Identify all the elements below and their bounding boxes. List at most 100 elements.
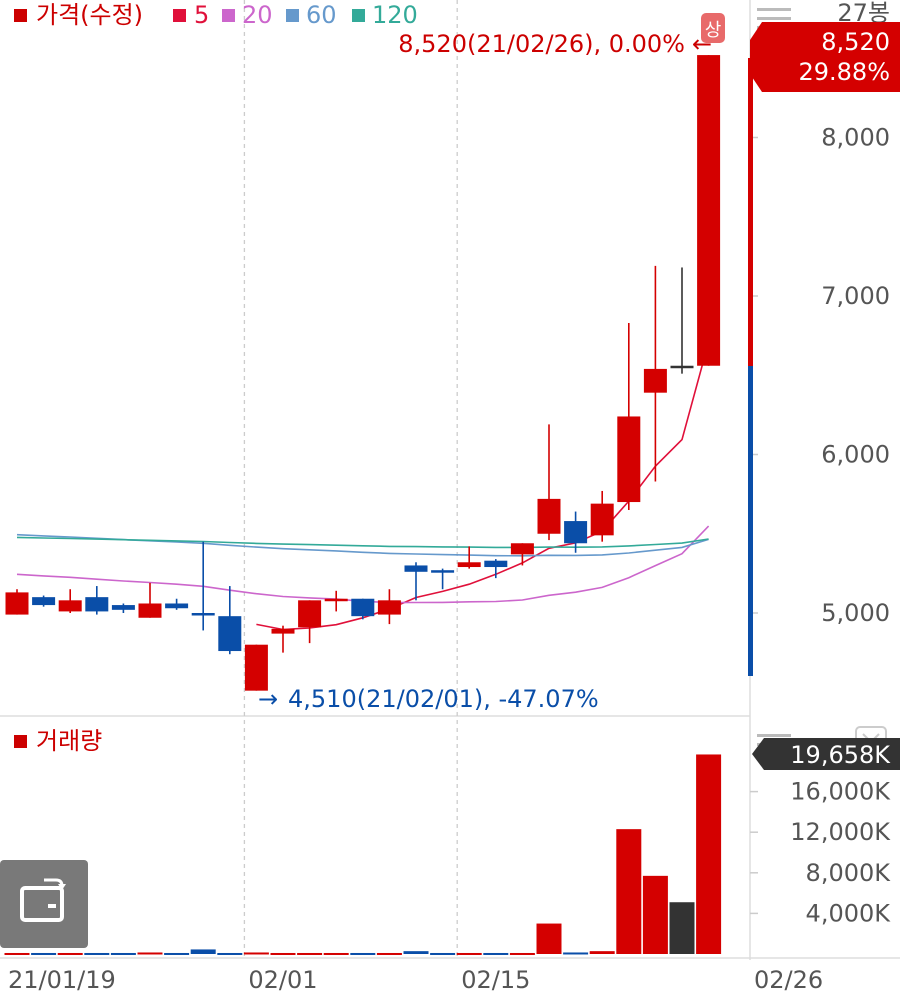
- candle: [165, 598, 189, 610]
- volume-bar: [456, 952, 482, 955]
- candle: [32, 595, 56, 607]
- upper-limit-badge: 상: [701, 13, 725, 43]
- candle: [5, 589, 29, 615]
- volume-bar: [110, 952, 136, 955]
- volume-bars: [4, 754, 722, 955]
- candlesticks: [5, 55, 721, 691]
- volume-bar: [483, 952, 509, 955]
- candle-body: [138, 603, 162, 618]
- ma120-legend-label: 120: [372, 1, 418, 29]
- volume-bar: [4, 952, 30, 955]
- candle-body: [697, 55, 721, 366]
- candle-body: [404, 565, 428, 572]
- candle: [484, 559, 508, 579]
- volume-bar: [323, 952, 349, 955]
- price-tick-label: 6,000: [821, 441, 890, 469]
- down-range-indicator: [748, 366, 753, 676]
- candle: [298, 600, 322, 644]
- rotate-icon: [20, 878, 66, 922]
- volume-bar: [270, 952, 296, 955]
- volume-bar: [430, 952, 456, 955]
- rotate-screen-button[interactable]: [0, 860, 88, 948]
- volume-bar: [164, 952, 190, 955]
- candle-body: [32, 597, 56, 606]
- volume-bar: [616, 829, 642, 954]
- volume-bar: [297, 952, 323, 955]
- volume-bar: [84, 952, 110, 955]
- candle: [58, 589, 82, 613]
- current-volume-tag: 19,658K: [752, 738, 900, 770]
- volume-bar: [536, 923, 562, 954]
- price-legend: 가격(수정) 5 20 60 120: [14, 1, 418, 29]
- candle: [670, 267, 694, 374]
- high-annotation: 8,520(21/02/26), 0.00%: [398, 30, 685, 58]
- candle-body: [165, 603, 189, 609]
- candle-body: [670, 365, 694, 369]
- time-axis: 21/01/19 02/01 02/15 02/26: [8, 966, 823, 994]
- current-price-tag: 8,520 29.88%: [750, 22, 900, 92]
- volume-tick-label: 4,000K: [806, 899, 892, 927]
- volume-bar: [217, 952, 243, 955]
- ma5-legend-label: 5: [194, 1, 209, 29]
- candle: [244, 644, 268, 691]
- candle: [377, 589, 401, 625]
- candle-body: [617, 416, 641, 503]
- price-tick-label: 5,000: [821, 599, 890, 627]
- candle: [537, 424, 561, 541]
- current-price-value: 8,520: [821, 28, 890, 56]
- volume-legend-label: 거래량: [36, 727, 102, 755]
- candle: [617, 322, 641, 510]
- price-legend-swatch: [14, 9, 27, 22]
- low-annotation: 4,510(21/02/01), -47.07%: [288, 685, 599, 713]
- time-tick-label: 02/15: [461, 966, 530, 994]
- volume-bar: [190, 949, 216, 954]
- candle: [218, 586, 242, 655]
- candle: [643, 265, 667, 482]
- candle: [191, 541, 215, 631]
- volume-bar: [57, 952, 83, 955]
- volume-legend-swatch: [14, 735, 27, 748]
- price-legend-label: 가격(수정): [36, 1, 143, 29]
- candle-body: [271, 628, 295, 634]
- volume-bar: [589, 951, 615, 954]
- candle-body: [351, 598, 375, 617]
- volume-bar: [243, 952, 269, 955]
- candle-body: [58, 600, 82, 612]
- candle-body: [590, 503, 614, 536]
- volume-bar: [696, 754, 722, 954]
- volume-tick-label: 16,000K: [790, 778, 891, 806]
- volume-bar: [669, 902, 695, 954]
- price-tick-label: 8,000: [821, 124, 890, 152]
- candle-body: [5, 592, 29, 615]
- candle-body: [111, 605, 135, 610]
- candle: [431, 568, 455, 590]
- candle-body: [510, 543, 534, 555]
- upper-limit-badge-text: 상: [705, 20, 722, 41]
- candle: [351, 598, 375, 620]
- volume-bar: [563, 952, 589, 955]
- left-arrow-icon: ←: [692, 30, 712, 58]
- candle-body: [218, 616, 242, 652]
- volume-bar: [509, 952, 535, 955]
- time-tick-label: 21/01/19: [8, 966, 116, 994]
- volume-bar: [31, 952, 57, 955]
- ma60-legend-label: 60: [306, 1, 337, 29]
- ma5-legend-swatch: [173, 9, 186, 22]
- ma60-legend-swatch: [286, 9, 299, 22]
- candle: [138, 582, 162, 618]
- price-tick-label: 7,000: [821, 282, 890, 310]
- candle-body: [85, 597, 109, 612]
- candle-body: [457, 562, 481, 568]
- volume-bar: [642, 875, 668, 954]
- candle-body: [244, 644, 268, 691]
- current-volume-value: 19,658K: [790, 741, 891, 769]
- candle: [590, 490, 614, 542]
- candle-body: [431, 570, 455, 573]
- up-range-indicator: [748, 58, 753, 366]
- ma20-legend-label: 20: [242, 1, 273, 29]
- candle-body: [324, 598, 348, 602]
- volume-bar: [403, 951, 429, 954]
- volume-bar: [350, 952, 376, 955]
- ma120-line: [16, 536, 709, 549]
- candle: [111, 603, 135, 613]
